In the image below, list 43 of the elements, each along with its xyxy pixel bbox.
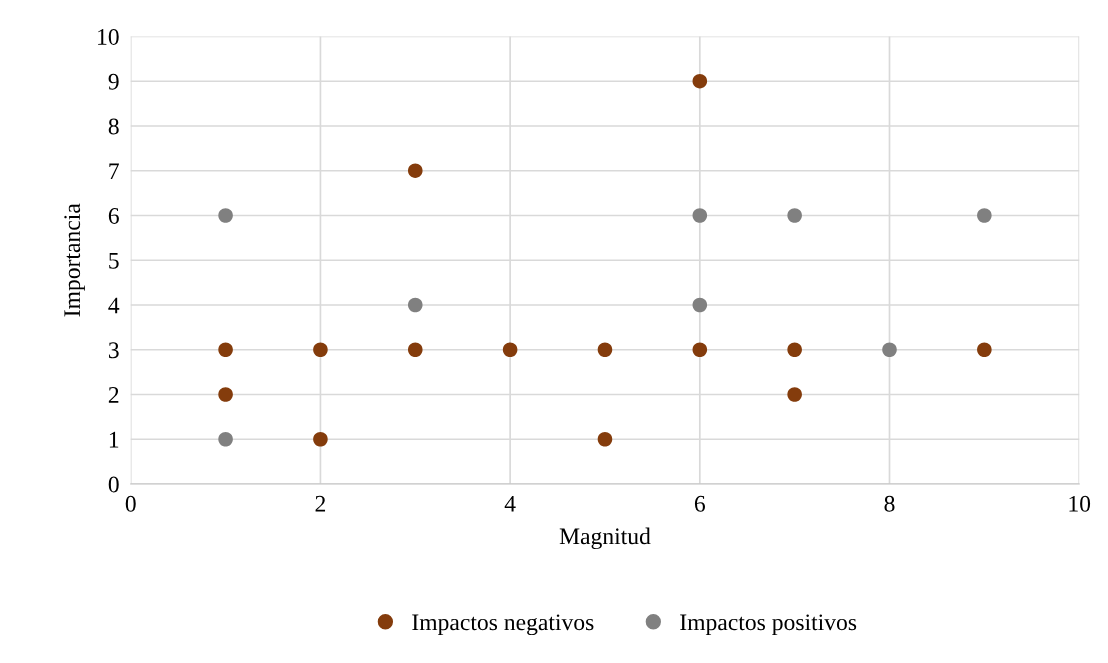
point (597, 342, 613, 358)
point (692, 297, 708, 313)
y-tick-label: 10 (98, 28, 119, 45)
y-tick-label: 0 (108, 476, 119, 493)
point (218, 208, 233, 223)
y-tick-label: 1 (109, 431, 119, 448)
point (692, 73, 708, 89)
y-tick-label: 2 (108, 387, 119, 403)
point (597, 431, 613, 447)
y-axis-title: Importancia (64, 203, 85, 317)
y-tick-label: 9 (108, 73, 119, 90)
y-tick-label: 6 (108, 208, 119, 224)
y-tick-label: 5 (109, 252, 119, 269)
y-tick-label: 8 (108, 118, 119, 135)
point (313, 431, 328, 447)
point (787, 342, 802, 358)
x-axis-title: Magnitud (559, 527, 651, 550)
x-tick-label: 0 (125, 495, 136, 512)
point (407, 297, 423, 313)
y-tick-label: 4 (108, 297, 120, 314)
point (692, 342, 708, 358)
point (218, 431, 233, 447)
x-tick-label: 6 (694, 495, 706, 512)
x-tick-label: 10 (1069, 495, 1091, 512)
point (313, 342, 328, 358)
x-tick-label: 2 (315, 495, 326, 512)
point (977, 208, 992, 223)
point (882, 342, 897, 358)
point (787, 387, 802, 402)
point (218, 387, 233, 402)
point (787, 208, 802, 223)
y-tick-label: 7 (109, 163, 119, 179)
legend-label: Impactos positivos (680, 614, 857, 636)
point (977, 342, 992, 358)
point (407, 342, 423, 358)
x-tick-label: 8 (884, 495, 895, 512)
point (407, 163, 423, 179)
y-tick-label: 3 (108, 342, 119, 359)
point (502, 342, 518, 358)
legend-label: Impactos negativos (412, 614, 594, 636)
point (218, 342, 233, 358)
point (692, 208, 708, 223)
x-tick-label: 4 (504, 495, 516, 512)
